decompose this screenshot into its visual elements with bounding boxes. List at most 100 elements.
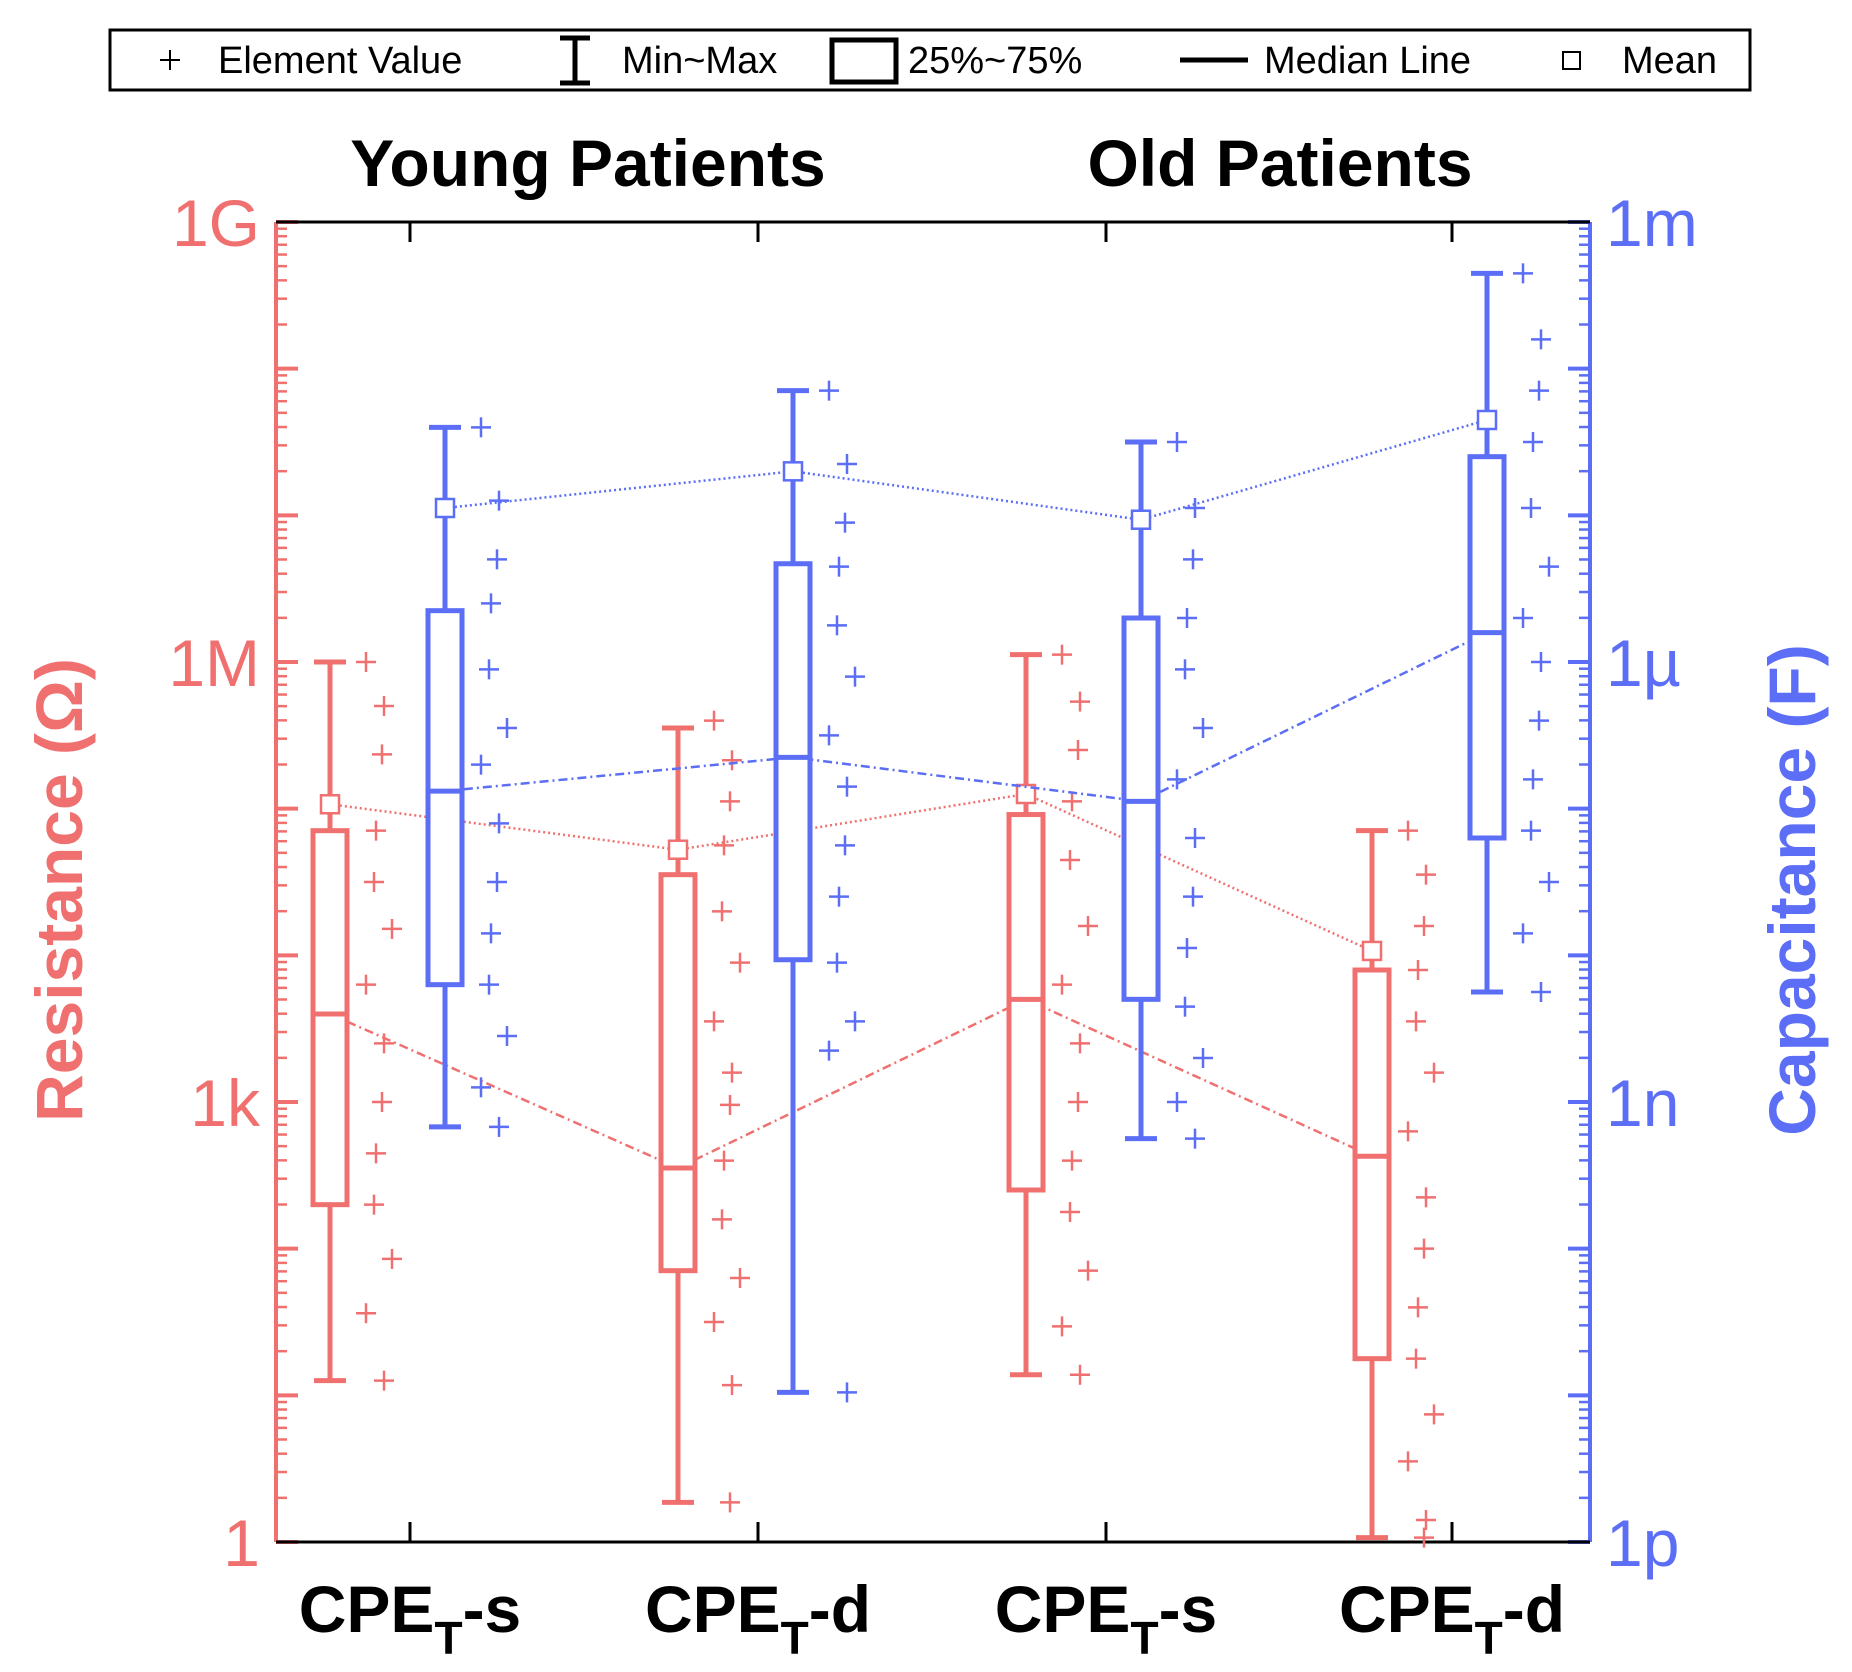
right-axis: 1p 1n 1µ 1m: [1568, 186, 1698, 1580]
resistance-element-point: [356, 1303, 376, 1324]
resistance-element-point: [374, 1033, 394, 1054]
capacitance-element-point: [829, 556, 849, 577]
resistance-element-point: [382, 918, 402, 939]
capacitance-iqr-box: [1121, 615, 1161, 1002]
category-label: CPET-s: [299, 1572, 522, 1664]
resistance-element-point: [1060, 850, 1080, 870]
resistance-element-point: [712, 901, 732, 922]
category-label: CPET-d: [1339, 1572, 1565, 1664]
capacitance-element-point: [1521, 498, 1541, 518]
capacitance-element-point: [1513, 923, 1533, 944]
legend-minmax-label: Min~Max: [622, 40, 777, 82]
resistance-element-point: [730, 952, 750, 973]
capacitance-iqr-box: [1467, 454, 1507, 841]
category-label-subscript: T: [434, 1612, 462, 1664]
resistance-iqr-box: [1352, 967, 1392, 1362]
category-label-subscript: T: [781, 1612, 809, 1664]
capacitance-box-group: [1467, 263, 1559, 1002]
capacitance-element-point: [479, 974, 499, 995]
category-label-main: CPE: [299, 1572, 435, 1646]
resistance-element-point: [366, 820, 386, 841]
right-tick-label: 1n: [1606, 1066, 1679, 1140]
resistance-element-point: [1398, 1451, 1418, 1472]
capacitance-element-point: [1193, 1048, 1213, 1068]
resistance-box-group: [310, 652, 402, 1391]
resistance-element-point: [714, 1150, 734, 1171]
capacitance-element-point: [829, 886, 849, 907]
resistance-element-point: [1052, 1316, 1072, 1337]
resistance-iqr-box: [658, 872, 698, 1274]
resistance-element-point: [720, 791, 740, 812]
capacitance-element-point: [1513, 608, 1533, 628]
resistance-box-group: [658, 710, 750, 1513]
resistance-element-point: [1052, 644, 1072, 665]
capacitance-iqr-box: [425, 608, 465, 988]
legend-iqr-label: 25%~75%: [908, 40, 1082, 82]
capacitance-element-point: [489, 813, 509, 834]
capacitance-element-point: [1167, 432, 1187, 452]
resistance-mean-trend-line: [329, 792, 1373, 953]
capacitance-element-point: [819, 380, 839, 401]
resistance-element-point: [1070, 1033, 1090, 1054]
resistance-mean-marker: [319, 794, 341, 815]
resistance-box-group: [1006, 644, 1098, 1385]
resistance-element-point: [1068, 1092, 1088, 1112]
capacitance-element-point: [479, 659, 499, 680]
left-axis: 1 1k 1M 1G: [168, 186, 298, 1580]
group-title-old: Old Patients: [1087, 126, 1472, 200]
capacitance-element-point: [827, 615, 847, 636]
capacitance-element-point: [471, 1077, 491, 1098]
capacitance-element-point: [481, 923, 501, 944]
resistance-element-point: [1398, 820, 1418, 841]
legend-frame: [108, 28, 1752, 92]
capacitance-element-point: [489, 1116, 509, 1137]
resistance-element-point: [1424, 1062, 1444, 1083]
resistance-median-trend-line: [329, 997, 1373, 1170]
capacitance-element-point: [1177, 608, 1197, 628]
capacitance-element-point: [1177, 938, 1197, 958]
category-label-suffix: -d: [809, 1572, 871, 1646]
category-label-suffix: -d: [1503, 1572, 1565, 1646]
capacitance-element-point: [835, 512, 855, 533]
resistance-element-point: [1070, 691, 1090, 712]
category-label: CPET-d: [645, 1572, 871, 1664]
capacitance-element-point: [819, 1040, 839, 1061]
resistance-element-point: [704, 1011, 724, 1032]
resistance-element-point: [722, 750, 742, 771]
capacitance-element-point: [835, 835, 855, 856]
resistance-element-point: [1416, 1510, 1436, 1530]
capacitance-mean-marker: [1476, 409, 1498, 431]
resistance-iqr-box: [1006, 812, 1046, 1193]
category-label-suffix: -s: [463, 1572, 522, 1646]
capacitance-element-point: [497, 718, 517, 738]
category-label-main: CPE: [645, 1572, 781, 1646]
capacitance-element-point: [1531, 982, 1551, 1002]
left-tick-label: 1k: [190, 1066, 261, 1140]
capacitance-element-point: [837, 776, 857, 797]
resistance-element-point: [382, 1248, 402, 1269]
resistance-element-point: [720, 1492, 740, 1513]
group-title-young: Young Patients: [350, 126, 825, 200]
capacitance-element-point: [481, 593, 501, 614]
resistance-element-point: [374, 1370, 394, 1391]
capacitance-element-point: [1539, 556, 1559, 577]
capacitance-mean-marker: [1130, 509, 1152, 530]
resistance-element-point: [1416, 864, 1436, 885]
capacitance-element-point: [837, 454, 857, 474]
right-axis-title: Capacitance (F): [1755, 644, 1829, 1135]
capacitance-element-point: [1531, 652, 1551, 672]
legend-mean-label: Mean: [1622, 40, 1717, 82]
resistance-element-point: [356, 974, 376, 995]
capacitance-element-point: [497, 1026, 517, 1046]
legend-minmax-marker: [560, 35, 590, 86]
capacitance-element-point: [1193, 718, 1213, 738]
resistance-element-point: [714, 835, 734, 856]
capacitance-element-point: [487, 549, 507, 570]
right-tick-label: 1m: [1606, 186, 1698, 260]
resistance-element-point: [1060, 1202, 1080, 1222]
resistance-element-point: [1078, 1260, 1098, 1281]
resistance-element-point: [372, 1092, 392, 1112]
capacitance-element-point: [1185, 828, 1205, 848]
resistance-element-point: [366, 1143, 386, 1164]
